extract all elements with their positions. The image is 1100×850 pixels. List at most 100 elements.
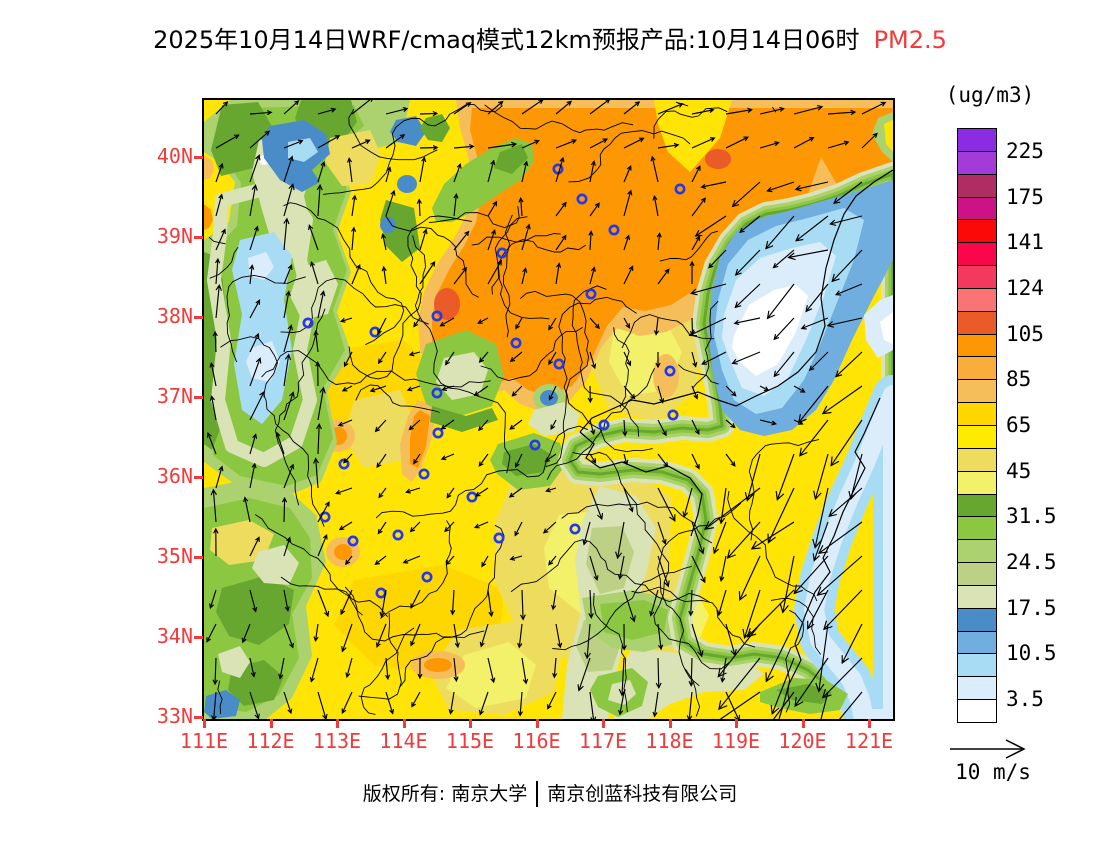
colorbar-cell	[957, 379, 997, 404]
wind-arrow	[691, 419, 700, 436]
wind-arrow	[487, 141, 518, 149]
wind-arrow	[773, 317, 795, 341]
wind-arrow	[812, 487, 829, 549]
colorbar-cell	[957, 287, 997, 312]
wind-arrow	[657, 142, 680, 149]
wind-arrow	[521, 100, 544, 115]
wind-arrow	[703, 487, 761, 530]
wind-arrow	[657, 102, 684, 115]
boundary-line	[380, 520, 452, 619]
wind-arrow	[249, 299, 261, 319]
wind-arrow	[445, 555, 455, 566]
wind-arrow	[317, 135, 341, 149]
wind-arrow	[779, 555, 795, 614]
colorbar-cell	[957, 402, 997, 426]
wind-arrow	[444, 521, 455, 533]
lat-tick	[194, 716, 203, 719]
copyright-footer: 版权所有: 南京大学 南京创蓝科技有限公司	[0, 779, 1100, 807]
lat-label: 36N	[156, 464, 193, 488]
wind-arrow	[759, 419, 778, 426]
wind-arrow	[582, 521, 591, 546]
colorbar-cell	[957, 470, 997, 495]
wind-arrow	[249, 589, 258, 613]
wind-arrow	[419, 110, 439, 117]
wind-arrow	[686, 691, 693, 719]
wind-scale-arrow-head	[1005, 739, 1026, 759]
region-east-white-wedge	[880, 312, 893, 344]
wind-arrow	[725, 691, 740, 719]
colorbar-unit-label: (ug/m3)	[945, 83, 1035, 107]
copyright-right: 南京创蓝科技有限公司	[547, 783, 738, 805]
wind-arrow	[833, 181, 863, 205]
city-marker	[585, 288, 597, 300]
coastlines	[579, 169, 893, 719]
region-sw-paleolive-2	[218, 646, 250, 678]
wind-arrow	[655, 352, 661, 369]
wind-arrow	[555, 623, 563, 649]
wind-arrow	[385, 107, 409, 115]
wind-arrow	[689, 260, 695, 285]
wind-arrow	[212, 657, 218, 686]
wind-arrow	[623, 265, 634, 285]
wind-arrow	[341, 385, 353, 392]
wind-arrow	[725, 453, 736, 467]
colorbar-tick-label: 65	[1006, 413, 1032, 437]
city-marker	[493, 532, 505, 544]
wind-arrow	[808, 351, 829, 371]
wind-arrow	[215, 162, 224, 183]
wind-arrow	[767, 487, 795, 544]
wind-arrow	[477, 317, 489, 324]
wind-arrow	[241, 623, 251, 644]
wind-arrow	[315, 361, 321, 387]
wind-arrow	[309, 657, 319, 683]
boundary-line	[322, 104, 503, 195]
wind-arrow	[377, 351, 387, 365]
city-marker	[667, 409, 679, 421]
boundary-line	[217, 680, 223, 715]
wind-arrow	[805, 283, 829, 313]
wind-arrow	[487, 100, 504, 115]
boundary-line	[208, 236, 226, 245]
wind-arrow	[211, 691, 217, 719]
region-bay-white-core	[732, 285, 808, 376]
wind-arrow	[310, 261, 319, 285]
admin-boundary-lines	[208, 101, 822, 717]
coastline-east	[778, 397, 881, 719]
wind-arrow	[861, 132, 878, 149]
lon-tick	[203, 719, 206, 728]
wind-arrow	[249, 110, 273, 116]
wind-arrow	[446, 487, 455, 499]
wind-arrow	[206, 432, 217, 455]
boundary-line	[209, 247, 239, 279]
wind-arrow	[800, 317, 829, 330]
wind-arrow	[623, 234, 631, 251]
wind-arrow	[509, 555, 523, 561]
wind-arrow	[215, 193, 224, 217]
boundary-line	[261, 350, 491, 388]
wind-arrow	[215, 134, 240, 149]
wind-arrow	[385, 189, 396, 217]
wind-arrow	[688, 657, 695, 687]
colorbar-tick-label: 31.5	[1006, 504, 1057, 529]
wind-arrow	[215, 283, 223, 319]
wind-arrow	[589, 100, 610, 115]
lat-label: 38N	[156, 304, 193, 328]
wind-arrow	[589, 202, 600, 217]
region-orange-smudge-1	[334, 544, 352, 560]
copyright-left: 版权所有: 南京大学	[362, 783, 528, 805]
wind-arrow	[708, 249, 727, 269]
boundary-line	[274, 308, 326, 506]
wind-arrow	[317, 290, 326, 319]
wind-arrow	[701, 351, 727, 365]
colorbar-cell	[957, 699, 997, 723]
wind-arrow	[861, 101, 887, 115]
city-marker	[529, 439, 541, 451]
wind-arrow	[410, 589, 421, 609]
lon-tick	[602, 719, 605, 728]
wind-arrow	[419, 260, 436, 285]
colorbar-cell	[957, 493, 997, 518]
wind-arrow	[343, 453, 353, 464]
wind-arrow	[408, 419, 421, 431]
wind-arrow	[815, 623, 829, 693]
wind-arrow	[725, 419, 736, 429]
